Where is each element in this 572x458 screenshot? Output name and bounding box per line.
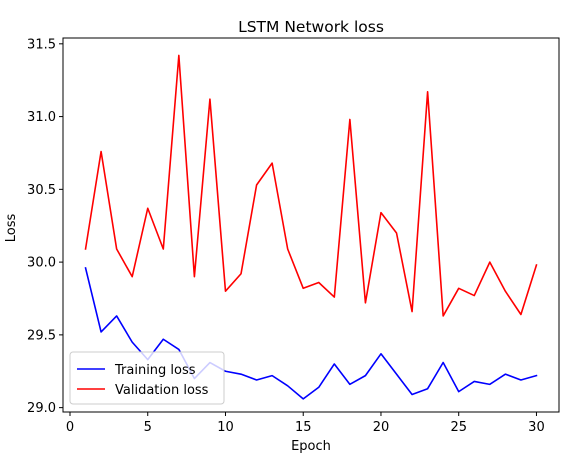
y-axis: 29.0 29.5 30.0 30.5 31.0 31.5 [27, 37, 63, 416]
x-axis: 0 5 10 15 20 25 30 [66, 412, 545, 435]
y-tick-label: 29.0 [27, 401, 56, 416]
x-tick-label: 5 [144, 420, 152, 435]
x-tick-label: 10 [217, 420, 234, 435]
legend-label-training-loss: Training loss [114, 363, 196, 378]
plot-area [62, 37, 560, 413]
x-tick-label: 15 [295, 420, 312, 435]
y-tick-label: 29.5 [27, 328, 56, 343]
y-tick-label: 31.5 [27, 37, 56, 52]
axes-frame [62, 37, 560, 413]
y-axis-label: Loss [4, 214, 19, 243]
x-tick-label: 20 [373, 420, 390, 435]
legend-label-validation-loss: Validation loss [115, 383, 209, 398]
chart-title: LSTM Network loss [238, 18, 384, 36]
x-tick-label: 25 [450, 420, 467, 435]
legend-box [69, 351, 225, 405]
y-tick-label: 30.5 [27, 183, 56, 198]
x-axis-label: Epoch [291, 439, 331, 454]
y-tick-label: 30.0 [27, 256, 56, 271]
x-tick-label: 30 [528, 420, 545, 435]
series-line-validation-loss [84, 54, 538, 317]
series-line-training-loss [84, 266, 538, 400]
series-lines [84, 54, 538, 400]
y-tick-label: 31.0 [27, 110, 56, 125]
x-tick-label: 0 [66, 420, 74, 435]
legend: Training loss Validation loss [69, 351, 225, 405]
